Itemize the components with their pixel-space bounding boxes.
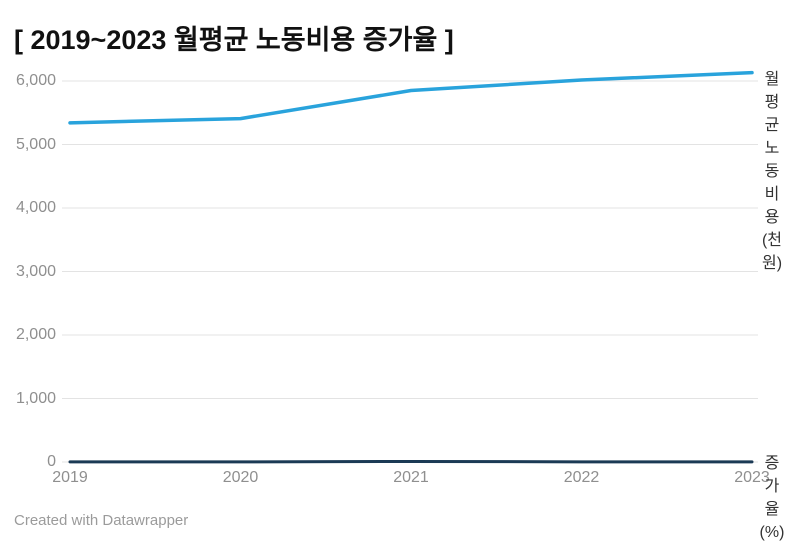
attribution-link[interactable]: Created with Datawrapper <box>14 512 189 529</box>
series-label-line: 원) <box>761 255 783 272</box>
series-label-line: 균 <box>764 117 780 134</box>
x-tick-label: 2021 <box>393 469 429 486</box>
y-tick-label: 6,000 <box>15 72 56 89</box>
series-label-line: 동 <box>764 163 780 180</box>
series-label-growth-rate: 증 가 율 (%) <box>752 452 792 543</box>
series-line-0 <box>68 70 754 125</box>
y-tick-label: 3,000 <box>15 262 56 280</box>
series-label-line: 노 <box>764 140 780 157</box>
chart-title: [ 2019~2023 월평균 노동비용 증가율 ] <box>14 25 454 55</box>
y-tick-label: 4,000 <box>15 199 56 216</box>
series-label-line: 증 <box>764 455 780 472</box>
series-label-line: 용 <box>764 209 780 226</box>
series-label-line: 가 <box>764 478 780 495</box>
series-label-line: 월 <box>764 71 780 88</box>
y-tick-label: 2,000 <box>15 326 56 343</box>
y-tick-label: 0 <box>47 453 56 470</box>
x-tick-label: 2019 <box>52 469 88 486</box>
series-label-line: (천 <box>761 232 783 249</box>
series-label-line: 평 <box>764 94 780 111</box>
series-label-line: (%) <box>759 524 785 541</box>
series-label-line: 율 <box>764 501 780 518</box>
y-tick-label: 5,000 <box>15 135 56 153</box>
series-label-line: 비 <box>764 186 780 203</box>
x-tick-label: 2020 <box>222 469 259 486</box>
x-tick-label: 2022 <box>563 469 600 486</box>
y-tick-label: 1,000 <box>15 389 56 407</box>
x-tick-label: 2023 <box>734 469 770 486</box>
